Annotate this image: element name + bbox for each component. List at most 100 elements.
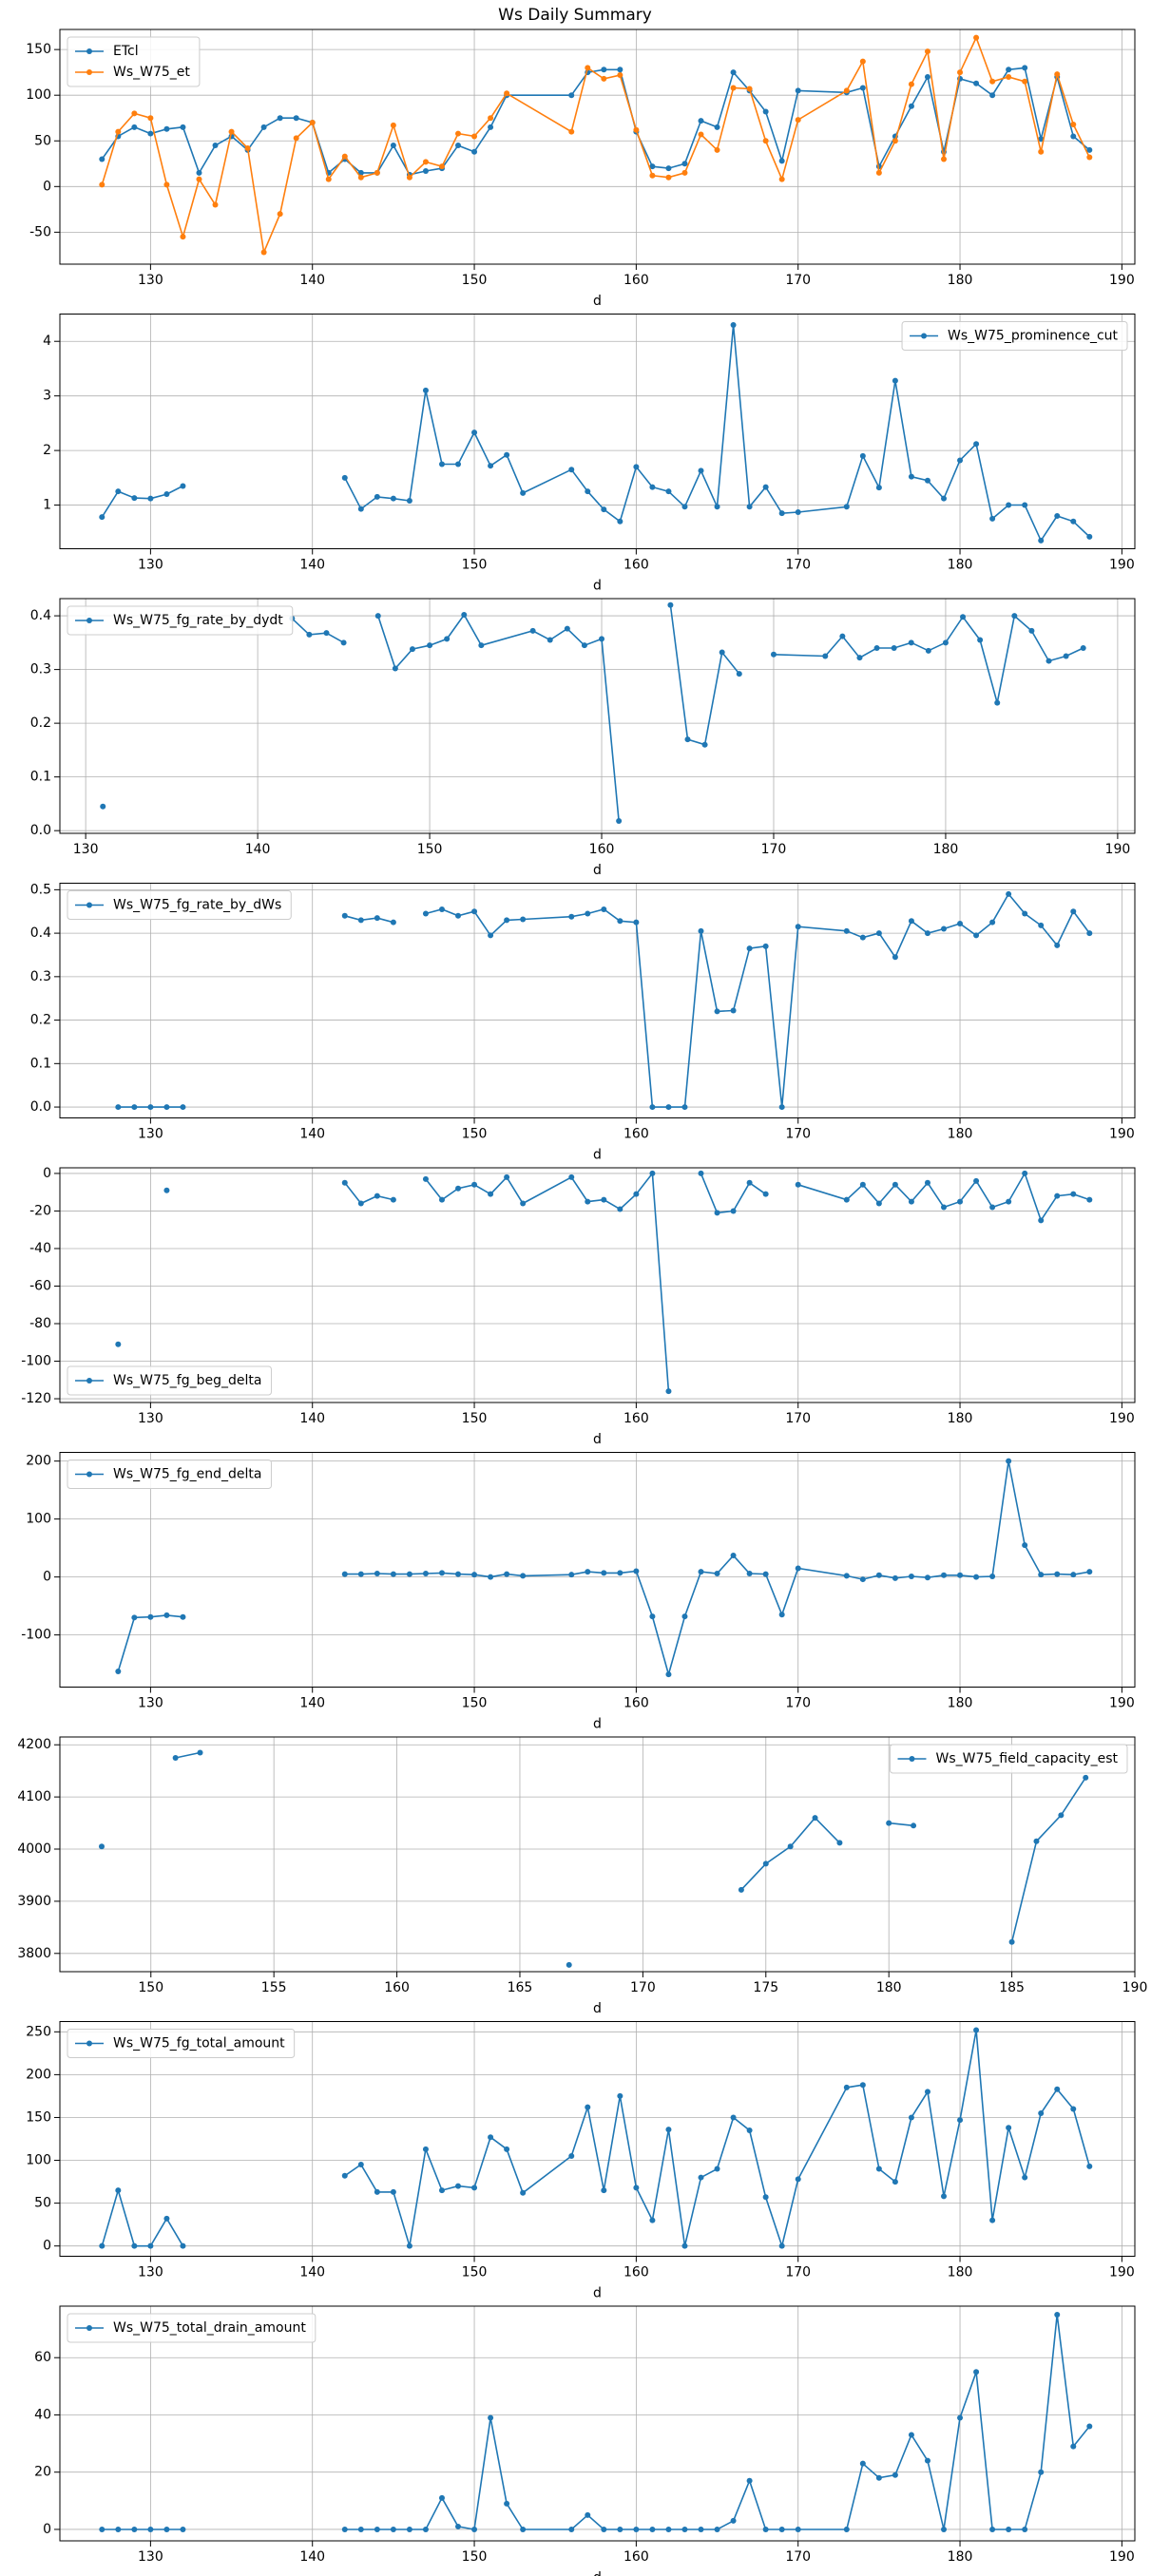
x-tick-label: 130 [138, 558, 163, 573]
data-point [698, 1170, 704, 1176]
x-axis-label: d [593, 2286, 602, 2301]
x-axis-label: d [593, 1148, 602, 1163]
x-tick-label: 130 [138, 2549, 163, 2565]
data-point [891, 645, 897, 651]
data-point [180, 1613, 186, 1620]
x-tick-label: 160 [623, 558, 649, 573]
x-tick-label: 150 [462, 1411, 488, 1426]
y-tick-label: 0.3 [30, 662, 51, 677]
x-tick-label: 170 [761, 842, 787, 857]
legend-marker [909, 1756, 915, 1762]
data-point [778, 2526, 785, 2532]
data-point [730, 2114, 737, 2121]
data-point [1006, 2125, 1012, 2131]
data-point [957, 2414, 964, 2421]
x-tick-label: 130 [73, 842, 99, 857]
data-point [778, 176, 785, 182]
data-point [762, 1860, 769, 1867]
x-tick-label: 160 [623, 2549, 649, 2565]
data-point [684, 736, 691, 743]
data-point [438, 1570, 445, 1576]
data-point [746, 1179, 753, 1186]
data-point [131, 124, 138, 130]
data-point [422, 1175, 429, 1182]
data-point [131, 2242, 138, 2249]
subplot: 130 140 150 160 170 180 190 -120 -100 -80 -60 -40 -2… [21, 1166, 1136, 1447]
y-tick-label: 0 [43, 1570, 51, 1585]
data-point [973, 34, 980, 41]
data-point [681, 2526, 688, 2532]
data-point [649, 1613, 656, 1620]
x-tick-label: 170 [630, 1980, 656, 1995]
data-point [908, 103, 914, 109]
data-point [778, 1104, 785, 1111]
data-point [941, 2193, 948, 2200]
data-point [892, 377, 898, 384]
x-tick-label: 190 [1109, 2265, 1135, 2280]
data-point [293, 115, 299, 122]
data-point [601, 2187, 607, 2194]
y-tick-label: -60 [29, 1278, 51, 1293]
data-point [812, 1815, 818, 1822]
data-point [306, 631, 313, 638]
data-point [341, 2526, 348, 2532]
data-point [762, 108, 769, 115]
data-point [633, 1568, 640, 1574]
data-point [617, 72, 623, 79]
x-tick-label: 140 [299, 2265, 325, 2280]
data-point [131, 1104, 138, 1111]
data-point [730, 85, 737, 91]
data-point [488, 2134, 494, 2141]
data-point [1022, 1170, 1028, 1176]
data-point [795, 2176, 801, 2183]
data-point [649, 1104, 656, 1111]
data-point [585, 2511, 591, 2518]
x-tick-label: 140 [299, 2549, 325, 2565]
y-tick-label: 3900 [17, 1894, 51, 1909]
data-point [568, 1572, 575, 1578]
data-point [196, 176, 202, 182]
data-point [406, 1571, 412, 1577]
data-point [762, 1571, 769, 1577]
data-point [180, 124, 186, 130]
data-point [681, 161, 688, 167]
data-point [1086, 146, 1093, 153]
data-point [115, 2187, 122, 2194]
data-point [795, 924, 801, 930]
data-point [941, 2526, 948, 2532]
data-point [309, 120, 316, 126]
data-point [859, 2082, 866, 2089]
data-point [325, 176, 332, 182]
data-point [892, 138, 898, 144]
data-point [719, 649, 725, 656]
axes-frame [59, 29, 1136, 265]
data-point [147, 1613, 154, 1620]
data-point [746, 2127, 753, 2133]
data-point [681, 504, 688, 510]
data-point [730, 1553, 737, 1559]
data-point [1006, 890, 1012, 897]
x-tick-label: 140 [299, 558, 325, 573]
data-point [665, 2526, 672, 2532]
data-point [180, 2242, 186, 2249]
data-point [357, 1571, 364, 1577]
y-tick-label: 200 [26, 1454, 51, 1469]
data-point [989, 515, 996, 522]
data-point [374, 169, 380, 176]
data-point [163, 1612, 170, 1618]
data-point [859, 58, 866, 65]
data-point [585, 1198, 591, 1205]
data-point [99, 156, 106, 162]
data-point [924, 930, 930, 937]
data-point [455, 912, 462, 919]
legend-box [67, 1460, 272, 1489]
data-point [908, 1198, 914, 1205]
data-point [795, 2526, 801, 2532]
data-point [455, 1571, 462, 1577]
data-point [973, 80, 980, 86]
data-point [714, 1210, 720, 1216]
subplot: 130 140 150 160 170 180 190 0.0 0.1 0.2 0.3 0.4 0.5 d… [30, 882, 1136, 1163]
data-point [504, 1174, 510, 1180]
data-point [714, 1570, 720, 1576]
